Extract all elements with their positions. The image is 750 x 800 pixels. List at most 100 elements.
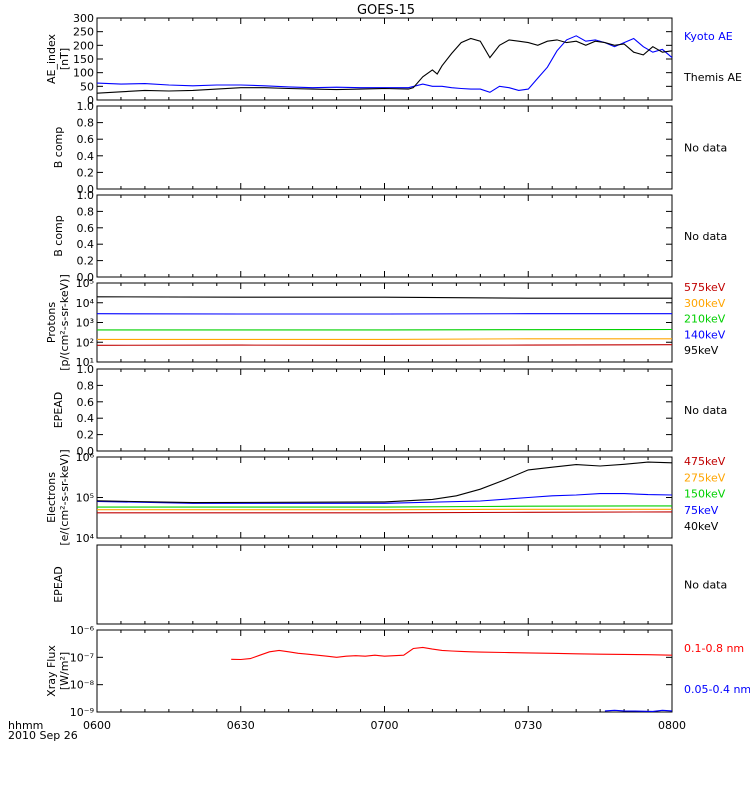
y-tick-label: 0.0 (77, 271, 95, 284)
series-line-75kev (96, 493, 673, 504)
y-tick-label: 10⁻⁶ (70, 624, 95, 637)
y-tick-label: 0.8 (77, 205, 95, 218)
legend-entry: 210keV (684, 313, 726, 326)
series-line-475kev (97, 511, 673, 514)
panel-frame (96, 544, 673, 625)
y-tick-label: 0.8 (77, 379, 95, 392)
legend-entry: 300keV (684, 297, 726, 310)
series-line-95kev (96, 296, 672, 299)
series-line-themis-ae (96, 37, 673, 94)
y-tick-label: 1.0 (77, 189, 95, 202)
time-format-label: hhmm (8, 719, 43, 732)
legend-entry: 475keV (684, 455, 726, 468)
y-axis-label: B comp (52, 127, 65, 169)
y-tick-label: 0.0 (77, 183, 95, 196)
series-line-0-1-0-8-nm (231, 646, 673, 661)
y-tick-label: 0.4 (77, 238, 95, 251)
y-tick-label: 10³ (76, 317, 94, 330)
panel-frame (96, 105, 673, 190)
chart-title: GOES-15 (357, 3, 415, 18)
y-tick-label: 0.6 (77, 396, 95, 409)
legend-entry: 150keV (684, 488, 726, 501)
y-axis-label: EPEAD (52, 566, 65, 603)
y-tick-label: 0.2 (77, 255, 95, 268)
y-tick-label: 0.6 (77, 133, 95, 146)
y-axis-label: Electrons (45, 472, 58, 523)
no-data-label: No data (684, 230, 727, 243)
legend-entry: Kyoto AE (684, 30, 733, 43)
series-line-0-05-0-4-nm (604, 709, 673, 712)
panel-frame (96, 368, 673, 452)
y-tick-label: 150 (73, 53, 94, 66)
series-line-150kev (97, 505, 673, 508)
legend-entry: 140keV (684, 328, 726, 341)
panel-xray: 10⁻⁹ 10⁻⁸ 10⁻⁷ 10⁻⁶ Xray Flux [W/m²] 0.1-0.8 n… (45, 624, 750, 719)
y-tick-label: 10⁻⁹ (70, 706, 94, 719)
y-tick-label: 100 (73, 67, 94, 80)
y-tick-label: 10¹ (76, 356, 94, 369)
panel-bcomp2: 0.0 0.2 0.4 0.6 0.8 1.0 B comp No data (52, 189, 727, 284)
y-tick-label: 10⁵ (76, 492, 94, 505)
legend-entry: 95keV (684, 344, 719, 357)
series-line-kyoto-ae (96, 35, 673, 93)
legend-entry: Themis AE (683, 71, 742, 84)
y-axis-label: [p/(cm²-s-sr-keV)] (58, 274, 71, 371)
series-line-40kev (96, 461, 673, 504)
y-axis-label: [e/(cm²-s-sr-keV)] (58, 449, 71, 545)
date-label: 2010 Sep 26 (8, 729, 78, 742)
series-line-575kev (96, 344, 673, 346)
y-tick-label: 10⁴ (76, 532, 95, 545)
panel-epead2: EPEAD No data (52, 544, 727, 625)
panel-electrons: 10⁴ 10⁵ 10⁶ Electrons [e/(cm²-s-sr-keV)] 475k… (45, 449, 726, 545)
y-axis-label: Xray Flux (45, 645, 58, 697)
x-tick-label: 0630 (227, 719, 255, 732)
y-tick-label: 250 (73, 26, 94, 39)
y-axis-label: B comp (52, 215, 65, 257)
y-tick-label: 10⁻⁷ (70, 651, 94, 664)
series-line-300kev (97, 338, 672, 340)
y-tick-label: 10⁶ (76, 451, 95, 464)
y-tick-label: 10² (76, 336, 94, 349)
panel-bcomp1: 0.0 0.2 0.4 0.6 0.8 1.0 B comp No data (52, 100, 727, 196)
time-axis: 0600 0630 0700 0730 0800 (83, 719, 686, 732)
panel-epead1: 0.0 0.2 0.4 0.6 0.8 1.0 EPEAD No data (52, 363, 727, 458)
y-axis-label: [nT] (58, 48, 71, 70)
y-tick-label: 300 (73, 12, 94, 25)
no-data-label: No data (684, 579, 727, 592)
panel-frame (96, 194, 673, 278)
no-data-label: No data (684, 404, 727, 417)
legend-entry: 275keV (684, 471, 726, 484)
x-tick-label: 0600 (83, 719, 111, 732)
y-axis-label: [W/m²] (58, 652, 71, 690)
y-tick-label: 1.0 (77, 363, 95, 376)
y-tick-label: 10⁴ (76, 297, 95, 310)
y-tick-label: 200 (73, 39, 94, 52)
y-tick-label: 0.4 (77, 150, 95, 163)
legend-entry: 75keV (684, 504, 719, 517)
y-tick-label: 50 (80, 80, 94, 93)
no-data-label: No data (684, 142, 727, 155)
x-tick-label: 0700 (371, 719, 399, 732)
legend-entry: 0.05-0.4 nm (684, 683, 750, 696)
y-tick-label: 10⁻⁸ (70, 679, 95, 692)
legend-entry: 0.1-0.8 nm (684, 642, 744, 655)
y-tick-label: 0.0 (77, 445, 95, 458)
y-axis-label: Protons (45, 302, 58, 343)
y-tick-label: 0.4 (77, 412, 95, 425)
x-tick-label: 0730 (514, 719, 542, 732)
y-tick-label: 0 (87, 94, 94, 107)
y-tick-label: 1.0 (77, 100, 95, 113)
panel-frame (96, 456, 673, 539)
y-tick-label: 10⁵ (76, 277, 94, 290)
y-tick-label: 0.8 (77, 117, 95, 130)
x-tick-label: 0800 (658, 719, 686, 732)
panel-frame (96, 282, 673, 363)
y-tick-label: 0.2 (77, 166, 95, 179)
legend-entry: 40keV (684, 520, 719, 533)
y-axis-label: EPEAD (52, 392, 65, 429)
panel-protons: 10¹ 10² 10³ 10⁴ 10⁵ Protons [p/(cm²-s-sr-keV)]… (45, 274, 726, 371)
y-axis-label: AE_index (45, 33, 58, 84)
